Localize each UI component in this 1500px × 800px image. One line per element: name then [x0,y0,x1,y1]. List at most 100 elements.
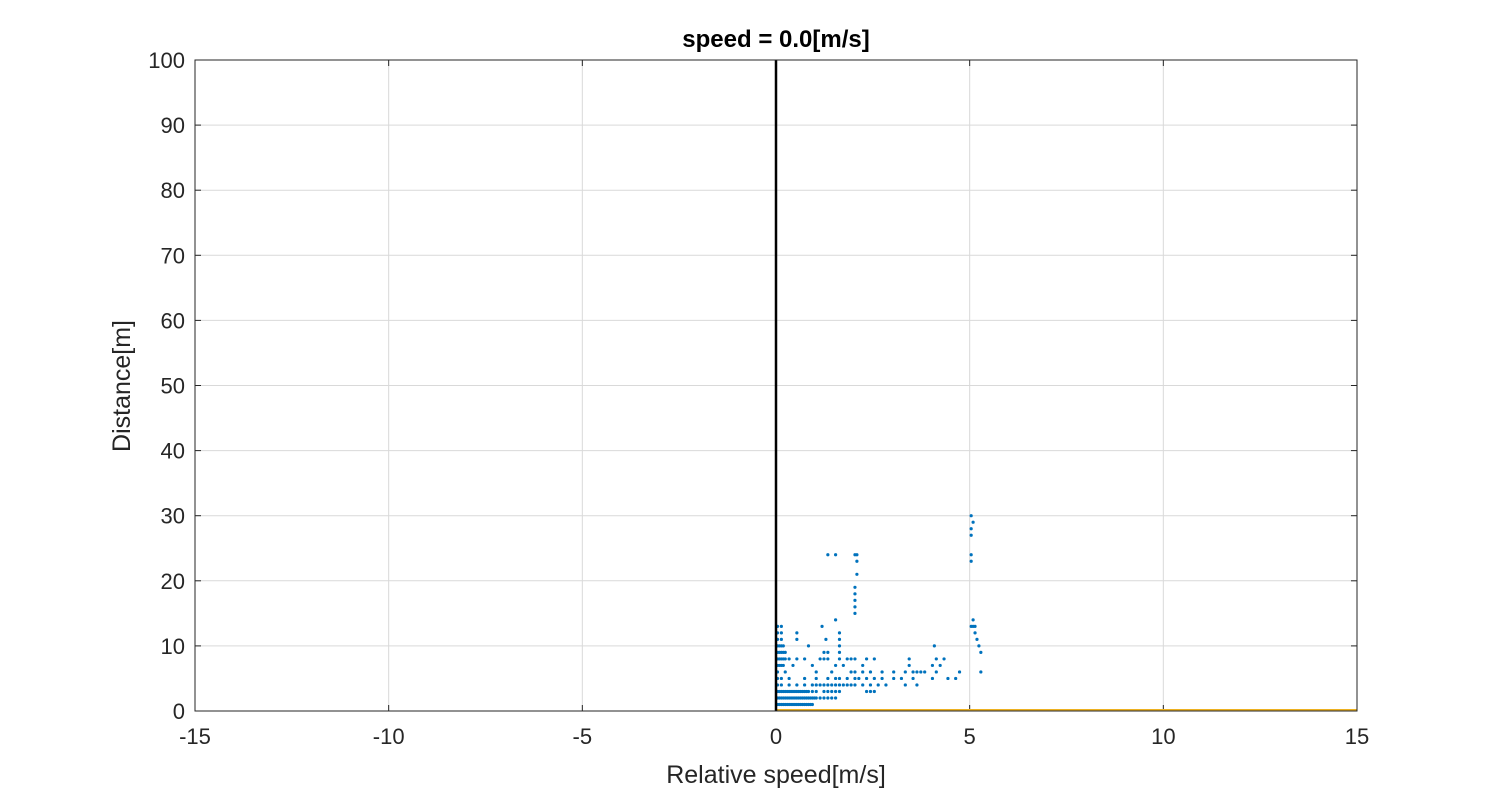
data-point [783,670,787,674]
data-point [830,670,834,674]
data-point [834,696,838,700]
data-point [880,676,884,681]
data-point [884,683,888,687]
data-point [822,683,826,687]
data-point [971,520,975,524]
data-point [779,676,783,681]
data-point [973,624,977,628]
data-point [826,696,830,700]
data-point [822,650,826,655]
data-point [826,657,830,661]
data-point [911,676,915,681]
data-point [845,683,849,687]
data-point [853,611,857,615]
data-point [979,670,983,674]
data-point [855,559,859,563]
data-point [853,598,857,602]
data-point [795,631,799,635]
data-point [834,618,838,622]
data-point [861,670,865,674]
x-tick-label: -5 [573,724,593,749]
data-point [834,683,838,687]
data-point [855,572,859,576]
data-point [938,663,942,668]
data-point [803,676,807,681]
data-point [814,676,818,681]
data-point [795,657,799,661]
data-point [779,631,783,635]
data-point [969,553,973,557]
y-tick-label: 10 [161,634,185,659]
data-point [853,605,857,609]
data-point [969,559,973,563]
data-point [853,683,857,687]
data-point [841,663,845,668]
data-point [841,683,845,687]
data-point [826,650,830,655]
data-point [973,631,977,635]
data-point [872,689,876,694]
data-point [864,676,869,681]
data-point [826,683,830,687]
data-point [907,657,911,661]
y-tick-label: 60 [161,308,185,333]
data-point [923,670,927,674]
data-point [855,553,859,557]
data-point [954,676,958,681]
data-point [969,514,973,518]
y-tick-label: 50 [161,374,185,399]
y-tick-label: 90 [161,113,185,138]
data-point [971,618,975,622]
data-point [868,670,873,674]
data-point [892,670,896,674]
data-point [820,624,824,628]
data-point [899,676,904,681]
data-point [849,657,853,661]
data-point [892,676,896,681]
data-point [806,644,811,648]
y-tick-label: 20 [161,569,185,594]
data-point [942,657,946,661]
y-tick-label: 30 [161,504,185,529]
data-point [837,689,842,694]
data-point [787,683,791,687]
data-point [837,657,842,661]
data-point [822,689,826,694]
data-point [977,644,981,648]
data-point [864,689,869,694]
x-tick-label: 0 [770,724,782,749]
data-point [787,676,791,681]
data-point [837,676,842,681]
data-point [934,657,938,661]
y-tick-label: 40 [161,439,185,464]
data-point [930,676,935,681]
data-point [806,689,811,694]
data-point [868,689,873,694]
data-point [934,670,938,674]
data-point [795,683,799,687]
y-tick-label: 0 [173,699,185,724]
data-point [864,657,869,661]
y-tick-label: 70 [161,243,185,268]
y-tick-label: 100 [148,48,185,73]
data-point [957,670,962,674]
data-point [822,696,826,700]
data-point [930,663,935,668]
data-point [826,676,830,681]
data-point [861,683,865,687]
x-tick-label: -15 [179,724,211,749]
data-point [969,527,973,531]
data-point [969,533,973,537]
data-point [876,683,880,687]
data-point [781,644,785,648]
data-point [814,696,818,700]
data-point [779,637,783,641]
data-point [853,676,857,681]
data-point [834,676,838,681]
data-points-group [775,514,983,707]
data-point [853,585,857,589]
data-point [880,670,884,674]
data-point [814,689,818,694]
data-point [845,676,849,681]
